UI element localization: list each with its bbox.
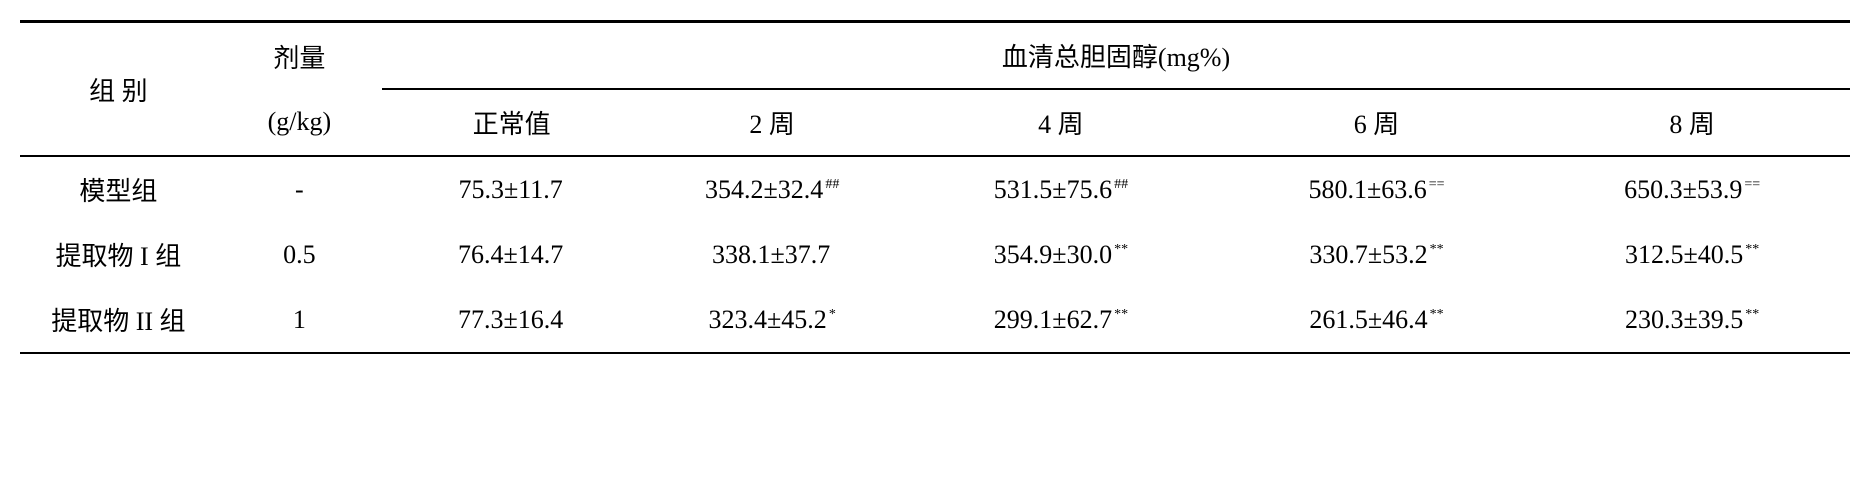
- cell-value: 76.4±14.7: [458, 240, 563, 269]
- sig-mark: **: [1114, 242, 1128, 257]
- col-header-group: 组 别: [20, 22, 217, 157]
- sig-mark: **: [1745, 242, 1759, 257]
- cell-week6: 261.5±46.4**: [1219, 287, 1535, 353]
- cell-week8: 312.5±40.5**: [1534, 222, 1850, 287]
- sig-mark: ##: [1114, 177, 1128, 192]
- cell-value: 354.2±32.4: [705, 175, 823, 204]
- cell-week2: 354.2±32.4##: [641, 156, 903, 222]
- cell-value: 330.7±53.2: [1309, 240, 1427, 269]
- sig-mark: *: [829, 307, 836, 322]
- sig-mark: ==: [1744, 177, 1760, 192]
- cell-week4: 354.9±30.0**: [903, 222, 1218, 287]
- cell-week2: 323.4±45.2*: [641, 287, 903, 353]
- col-header-dose-unit: (g/kg): [217, 89, 382, 156]
- cell-value: 354.9±30.0: [994, 240, 1112, 269]
- cell-normal: 77.3±16.4: [382, 287, 641, 353]
- cell-value: 77.3±16.4: [458, 305, 563, 334]
- cell-value: 338.1±37.7: [712, 240, 830, 269]
- cell-week2: 338.1±37.7: [641, 222, 903, 287]
- cell-value: 230.3±39.5: [1625, 305, 1743, 334]
- cell-dose: -: [217, 156, 382, 222]
- cell-week4: 531.5±75.6##: [903, 156, 1218, 222]
- cell-normal: 75.3±11.7: [382, 156, 641, 222]
- header-row-2: (g/kg) 正常值 2 周 4 周 6 周 8 周: [20, 89, 1850, 156]
- cell-value: 531.5±75.6: [994, 175, 1112, 204]
- table-header: 组 别 剂量 血清总胆固醇(mg%) (g/kg) 正常值 2 周 4 周 6 …: [20, 22, 1850, 157]
- cell-value: 323.4±45.2: [709, 305, 827, 334]
- col-header-normal: 正常值: [382, 89, 641, 156]
- cell-value: 650.3±53.9: [1624, 175, 1742, 204]
- sig-mark: **: [1745, 307, 1759, 322]
- sig-mark: ##: [825, 177, 839, 192]
- cell-group: 提取物 I 组: [20, 222, 217, 287]
- cell-dose: 0.5: [217, 222, 382, 287]
- cell-week8: 230.3±39.5**: [1534, 287, 1850, 353]
- sig-mark: **: [1430, 307, 1444, 322]
- cell-value: 580.1±63.6: [1308, 175, 1426, 204]
- cell-week6: 330.7±53.2**: [1219, 222, 1535, 287]
- cell-value: 261.5±46.4: [1309, 305, 1427, 334]
- cell-week4: 299.1±62.7**: [903, 287, 1218, 353]
- cell-group: 提取物 II 组: [20, 287, 217, 353]
- table-body: 模型组 - 75.3±11.7 354.2±32.4## 531.5±75.6#…: [20, 156, 1850, 353]
- sig-mark: **: [1430, 242, 1444, 257]
- col-header-week8: 8 周: [1534, 89, 1850, 156]
- cell-value: 75.3±11.7: [458, 175, 562, 204]
- header-row-1: 组 别 剂量 血清总胆固醇(mg%): [20, 22, 1850, 90]
- sig-mark: ==: [1429, 177, 1445, 192]
- table-row: 模型组 - 75.3±11.7 354.2±32.4## 531.5±75.6#…: [20, 156, 1850, 222]
- col-header-week2: 2 周: [641, 89, 903, 156]
- table-container: 组 别 剂量 血清总胆固醇(mg%) (g/kg) 正常值 2 周 4 周 6 …: [20, 20, 1850, 354]
- table-row: 提取物 II 组 1 77.3±16.4 323.4±45.2* 299.1±6…: [20, 287, 1850, 353]
- cell-week6: 580.1±63.6==: [1219, 156, 1535, 222]
- cell-value: 299.1±62.7: [994, 305, 1112, 334]
- col-header-dose-top: 剂量: [217, 22, 382, 90]
- cell-week8: 650.3±53.9==: [1534, 156, 1850, 222]
- cholesterol-table: 组 别 剂量 血清总胆固醇(mg%) (g/kg) 正常值 2 周 4 周 6 …: [20, 20, 1850, 354]
- sig-mark: **: [1114, 307, 1128, 322]
- cell-dose: 1: [217, 287, 382, 353]
- cell-normal: 76.4±14.7: [382, 222, 641, 287]
- table-row: 提取物 I 组 0.5 76.4±14.7 338.1±37.7 354.9±3…: [20, 222, 1850, 287]
- cell-group: 模型组: [20, 156, 217, 222]
- col-header-week6: 6 周: [1219, 89, 1535, 156]
- col-header-spanner: 血清总胆固醇(mg%): [382, 22, 1850, 90]
- cell-value: 312.5±40.5: [1625, 240, 1743, 269]
- col-header-week4: 4 周: [903, 89, 1218, 156]
